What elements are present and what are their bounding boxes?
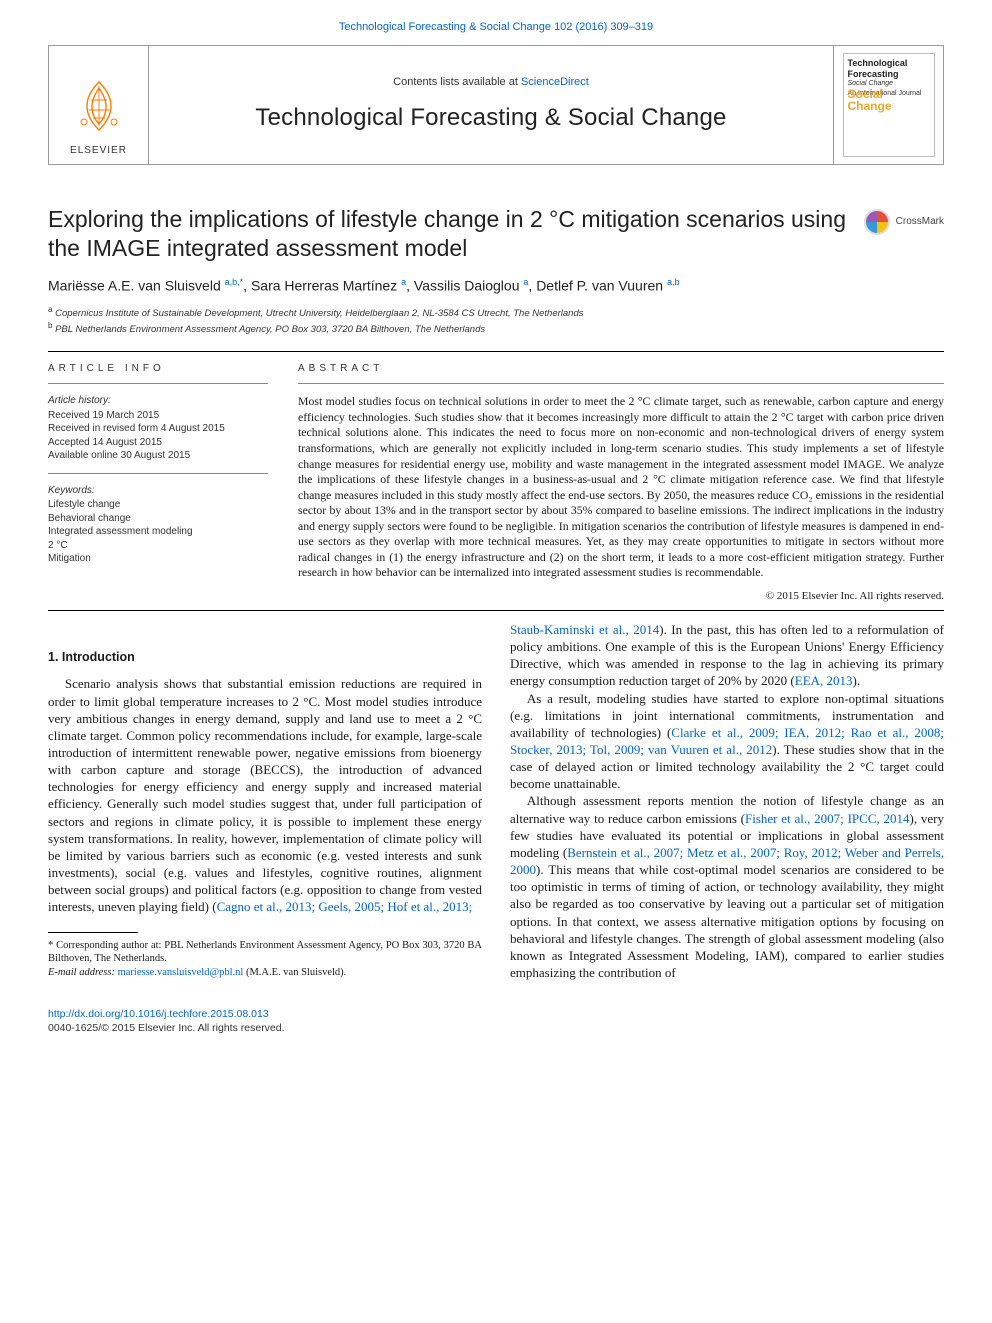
publisher-logo-box: ELSEVIER xyxy=(49,46,149,164)
author-4-aff: a,b xyxy=(667,277,680,287)
abstract-copyright: © 2015 Elsevier Inc. All rights reserved… xyxy=(298,589,944,604)
author-2: Sara Herreras Martínez xyxy=(251,278,401,294)
cover-line-1: Technological xyxy=(848,58,930,69)
keyword-1: Lifestyle change xyxy=(48,498,268,512)
sciencedirect-link[interactable]: ScienceDirect xyxy=(521,76,589,88)
article-title: Exploring the implications of lifestyle … xyxy=(48,205,848,263)
divider xyxy=(48,473,268,474)
history-head: Article history: xyxy=(48,394,268,408)
elsevier-tree-icon xyxy=(63,70,135,142)
email-suffix: (M.A.E. van Sluisveld). xyxy=(243,967,346,978)
affiliation-a: Copernicus Institute of Sustainable Deve… xyxy=(55,308,583,319)
keyword-2: Behavioral change xyxy=(48,512,268,526)
email-line: E-mail address: mariesse.vansluisveld@pb… xyxy=(48,966,482,980)
cover-line-2: Forecasting xyxy=(848,69,930,80)
contents-line: Contents lists available at ScienceDirec… xyxy=(149,75,833,90)
publisher-name: ELSEVIER xyxy=(70,144,127,158)
history-2: Received in revised form 4 August 2015 xyxy=(48,422,268,436)
body-paragraph: As a result, modeling studies have start… xyxy=(510,690,944,793)
issn-line: 0040-1625/© 2015 Elsevier Inc. All right… xyxy=(48,1022,285,1034)
body-paragraph: Staub-Kaminski et al., 2014). In the pas… xyxy=(510,621,944,690)
email-link[interactable]: mariesse.vansluisveld@pbl.nl xyxy=(118,967,244,978)
abstract-head: abstract xyxy=(298,362,944,376)
author-list: Mariësse A.E. van Sluisveld a,b,*, Sara … xyxy=(48,276,944,296)
abstract-text: Most model studies focus on technical so… xyxy=(298,394,944,581)
author-4: Detlef P. van Vuuren xyxy=(536,278,667,294)
footnote-separator xyxy=(48,932,138,933)
keyword-3: Integrated assessment modeling xyxy=(48,525,268,539)
citation-link[interactable]: Fisher et al., 2007; IPCC, 2014 xyxy=(745,811,910,826)
author-3: Vassilis Daioglou xyxy=(414,278,523,294)
body-text: ). This means that while cost-optimal mo… xyxy=(510,862,944,980)
doi-link[interactable]: http://dx.doi.org/10.1016/j.techfore.201… xyxy=(48,1008,269,1020)
keywords-head: Keywords: xyxy=(48,484,268,498)
sep: , xyxy=(243,278,251,294)
divider xyxy=(48,351,944,352)
article-info-head: article info xyxy=(48,362,268,376)
contents-prefix: Contents lists available at xyxy=(393,76,521,88)
citation-link[interactable]: EEA, 2013 xyxy=(795,673,853,688)
article-info-column: article info Article history: Received 1… xyxy=(48,362,268,604)
journal-name: Technological Forecasting & Social Chang… xyxy=(149,102,833,134)
history-3: Accepted 14 August 2015 xyxy=(48,436,268,450)
section-1-head: 1. Introduction xyxy=(48,649,482,666)
divider xyxy=(298,383,944,384)
affiliations: a Copernicus Institute of Sustainable De… xyxy=(48,304,944,337)
history-1: Received 19 March 2015 xyxy=(48,409,268,423)
masthead: ELSEVIER Contents lists available at Sci… xyxy=(48,45,944,165)
keyword-5: Mitigation xyxy=(48,552,268,566)
body-text: ). xyxy=(853,673,861,688)
body-two-column: 1. Introduction Scenario analysis shows … xyxy=(48,621,944,981)
journal-cover-box: Technological Forecasting Social Change … xyxy=(833,46,943,164)
email-label: E-mail address: xyxy=(48,967,118,978)
cover-wordmark: Social Change xyxy=(848,88,930,112)
journal-cover-thumb: Technological Forecasting Social Change … xyxy=(843,53,935,157)
divider xyxy=(48,383,268,384)
author-1: Mariësse A.E. van Sluisveld xyxy=(48,278,225,294)
affiliation-b: PBL Netherlands Environment Assessment A… xyxy=(55,325,485,336)
sep: , xyxy=(406,278,414,294)
crossmark-label: CrossMark xyxy=(896,215,944,229)
history-4: Available online 30 August 2015 xyxy=(48,449,268,463)
crossmark-icon xyxy=(864,209,890,235)
masthead-center: Contents lists available at ScienceDirec… xyxy=(149,46,833,164)
running-head: Technological Forecasting & Social Chang… xyxy=(48,20,944,35)
footer: http://dx.doi.org/10.1016/j.techfore.201… xyxy=(48,1007,944,1035)
crossmark-widget[interactable]: CrossMark xyxy=(864,209,944,235)
citation-link[interactable]: Staub-Kaminski et al., 2014 xyxy=(510,622,659,637)
author-1-aff: a,b, xyxy=(225,277,240,287)
body-paragraph: Although assessment reports mention the … xyxy=(510,792,944,981)
divider xyxy=(48,610,944,611)
body-text: Scenario analysis shows that substantial… xyxy=(48,676,482,914)
citation-link[interactable]: Cagno et al., 2013; Geels, 2005; Hof et … xyxy=(217,899,473,914)
keyword-4: 2 °C xyxy=(48,539,268,553)
abstract-column: abstract Most model studies focus on tec… xyxy=(298,362,944,604)
body-paragraph: Scenario analysis shows that substantial… xyxy=(48,675,482,915)
corresponding-author-note: * Corresponding author at: PBL Netherlan… xyxy=(48,939,482,966)
